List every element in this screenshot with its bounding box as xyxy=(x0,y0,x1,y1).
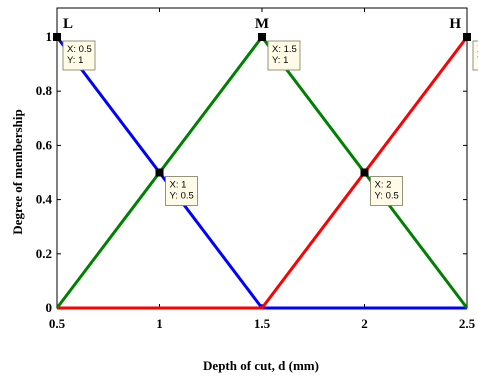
datatip-box xyxy=(62,40,96,71)
datatip-marker xyxy=(360,168,369,177)
curve-label-m: M xyxy=(255,16,269,32)
x-axis-title: Depth of cut, d (mm) xyxy=(203,358,319,373)
series-line-h xyxy=(57,36,469,310)
x-tick-label: 2 xyxy=(361,316,368,331)
datatip-marker xyxy=(155,168,164,177)
datatip-marker xyxy=(258,33,266,41)
datatip-box xyxy=(370,176,403,206)
datatip-text: X: 1.5 xyxy=(272,44,297,55)
curve-label-h: H xyxy=(449,16,461,32)
datatip-box xyxy=(267,40,301,71)
y-tick-label: 0.2 xyxy=(36,246,52,261)
curve-label-l: L xyxy=(63,16,73,32)
datatip-text: Y: 0.5 xyxy=(375,191,399,202)
y-axis-title: Degree of membership xyxy=(10,109,25,234)
y-tick-label: 0.4 xyxy=(36,192,53,207)
datatip-marker xyxy=(53,33,61,41)
y-tick-label: 0.8 xyxy=(36,83,53,98)
plot-frame xyxy=(56,7,468,309)
plot-area: 0.5 1 1.5 2 2.500.20.40.60.81L M HX: 0.5Y: 1X:… xyxy=(36,7,478,331)
datatip-text: X: 1 xyxy=(170,180,187,191)
y-tick-label: 1 xyxy=(46,29,53,44)
x-tick-label: 1 xyxy=(156,316,163,331)
y-tick-label: 0.6 xyxy=(36,137,53,152)
x-tick-label: 0.5 xyxy=(49,316,66,331)
datatip-box xyxy=(472,40,478,71)
datatip-text: X: 0.5 xyxy=(67,44,92,55)
datatip-marker xyxy=(463,33,471,41)
datatip-text: Y: 1 xyxy=(272,55,288,66)
x-tick-label: 2.5 xyxy=(459,316,476,331)
datatip-box xyxy=(165,176,198,206)
y-tick-label: 0 xyxy=(46,300,53,315)
x-tick-label: 1.5 xyxy=(254,316,271,331)
datatip-text: X: 2 xyxy=(375,180,392,191)
datatip-text: Y: 0.5 xyxy=(170,191,194,202)
datatip-text: Y: 1 xyxy=(67,55,83,66)
